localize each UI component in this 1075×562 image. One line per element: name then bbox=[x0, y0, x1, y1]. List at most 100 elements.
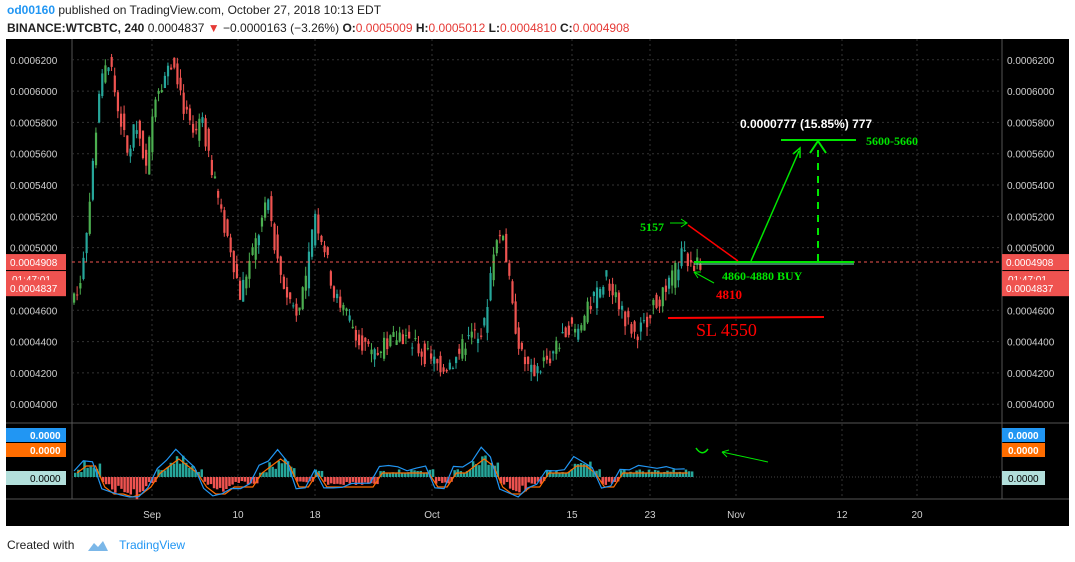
histogram-bar bbox=[114, 477, 117, 493]
candle-body bbox=[564, 327, 567, 338]
candle-body bbox=[295, 303, 298, 316]
histogram-bar bbox=[342, 477, 345, 485]
candle-body bbox=[91, 160, 94, 200]
histogram-bar bbox=[394, 472, 398, 477]
candle-body bbox=[605, 270, 608, 277]
author-link[interactable]: od00160 bbox=[7, 3, 56, 17]
histogram-bar bbox=[107, 477, 111, 485]
histogram-bar bbox=[419, 470, 422, 477]
candle-body bbox=[583, 315, 586, 331]
high-label: 5157 bbox=[640, 220, 664, 234]
open-label: O: bbox=[342, 21, 356, 35]
histogram-bar bbox=[126, 477, 129, 493]
histogram-bar bbox=[132, 477, 136, 490]
candle-body bbox=[317, 214, 320, 234]
candle-body bbox=[141, 130, 145, 159]
histogram-bar bbox=[441, 477, 444, 483]
candle-body bbox=[160, 90, 163, 93]
histogram-bar bbox=[626, 472, 629, 477]
candle-body bbox=[586, 301, 589, 323]
candle-body bbox=[198, 118, 201, 141]
tradingview-link[interactable]: TradingView bbox=[119, 538, 186, 552]
indicator-value-tag bbox=[1002, 471, 1045, 485]
open-value: 0.0005009 bbox=[355, 21, 413, 35]
candle-body bbox=[414, 338, 417, 340]
histogram-bar bbox=[604, 477, 608, 485]
histogram-bar bbox=[512, 477, 515, 491]
candle-body bbox=[511, 281, 514, 304]
candle-body bbox=[661, 287, 664, 307]
candle-body bbox=[696, 257, 699, 262]
candle-body bbox=[652, 299, 655, 306]
indicator-value-label: 0.0000 bbox=[1008, 431, 1039, 442]
candle-body bbox=[433, 356, 436, 364]
candle-body bbox=[345, 308, 348, 312]
candle-body bbox=[530, 364, 533, 372]
histogram-bar bbox=[194, 469, 197, 477]
histogram-bar bbox=[444, 477, 447, 483]
candle-body bbox=[574, 328, 577, 333]
candle-body bbox=[310, 229, 314, 257]
histogram-bar bbox=[656, 470, 660, 477]
histogram-bar bbox=[681, 472, 685, 477]
histogram-bar bbox=[687, 471, 691, 477]
candle-body bbox=[636, 336, 639, 341]
y-tick-right: 0.0005000 bbox=[1007, 244, 1055, 255]
indicator-value-tag bbox=[6, 428, 66, 442]
candle-body bbox=[107, 67, 110, 72]
candle-body bbox=[505, 233, 508, 263]
price-chart[interactable]: 0.0006200 0.0006200 0.0006000 0.0006000 0.00… bbox=[6, 39, 1069, 526]
histogram-bar bbox=[579, 463, 583, 477]
candle-body bbox=[320, 235, 323, 243]
high-label: H: bbox=[415, 21, 429, 35]
histogram-bar bbox=[120, 477, 123, 489]
y-tick-left: 0.0006200 bbox=[10, 56, 58, 67]
chart-frame[interactable]: 0.0006200 0.0006200 0.0006000 0.0006000 0.00… bbox=[6, 39, 1069, 526]
candle-body bbox=[633, 321, 636, 332]
candle-body bbox=[411, 347, 414, 349]
candle-body bbox=[132, 124, 135, 148]
last-price: 0.0004837 bbox=[147, 21, 205, 35]
candle-body bbox=[235, 264, 239, 278]
histogram-bar bbox=[561, 472, 564, 477]
histogram-bar bbox=[280, 463, 284, 477]
candle-body bbox=[185, 106, 188, 110]
candle-body bbox=[238, 280, 242, 300]
candle-body bbox=[392, 332, 395, 337]
y-tick-right: 0.0004600 bbox=[1007, 306, 1055, 317]
candle-body bbox=[179, 77, 182, 91]
projection-line bbox=[750, 150, 800, 262]
candle-body bbox=[580, 325, 583, 331]
candle-body bbox=[329, 271, 332, 286]
indicator-curve-mark bbox=[695, 447, 709, 454]
target-label: 5600-5660 bbox=[866, 134, 918, 148]
histogram-bar bbox=[367, 477, 370, 484]
histogram-bar bbox=[215, 477, 219, 490]
stop-loss-label: SL 4550 bbox=[696, 320, 757, 340]
candle-body bbox=[627, 311, 630, 318]
candle-body bbox=[451, 367, 455, 369]
histogram-bar bbox=[89, 466, 92, 477]
candle-body bbox=[570, 317, 574, 324]
candle-body bbox=[101, 73, 104, 97]
histogram-bar bbox=[508, 477, 512, 489]
x-tick-label: 18 bbox=[309, 510, 321, 521]
histogram-bar bbox=[515, 477, 518, 492]
histogram-bar bbox=[542, 477, 546, 482]
histogram-bar bbox=[595, 470, 598, 477]
candle-body bbox=[379, 351, 383, 354]
candle-body bbox=[213, 176, 217, 179]
y-tick-right: 0.0004000 bbox=[1007, 400, 1055, 411]
candle-body bbox=[480, 335, 483, 337]
histogram-bar bbox=[283, 458, 287, 477]
histogram-bar bbox=[660, 472, 663, 477]
histogram-bar bbox=[570, 469, 574, 477]
close-label: C: bbox=[560, 21, 573, 35]
indicator-value-tag bbox=[1002, 443, 1045, 457]
candle-body bbox=[257, 235, 260, 246]
indicator-value-label: 0.0000 bbox=[1008, 474, 1039, 485]
candle-body bbox=[276, 234, 279, 259]
candle-body bbox=[420, 351, 423, 357]
last-price-tag bbox=[6, 280, 66, 297]
candle-body bbox=[539, 371, 542, 373]
